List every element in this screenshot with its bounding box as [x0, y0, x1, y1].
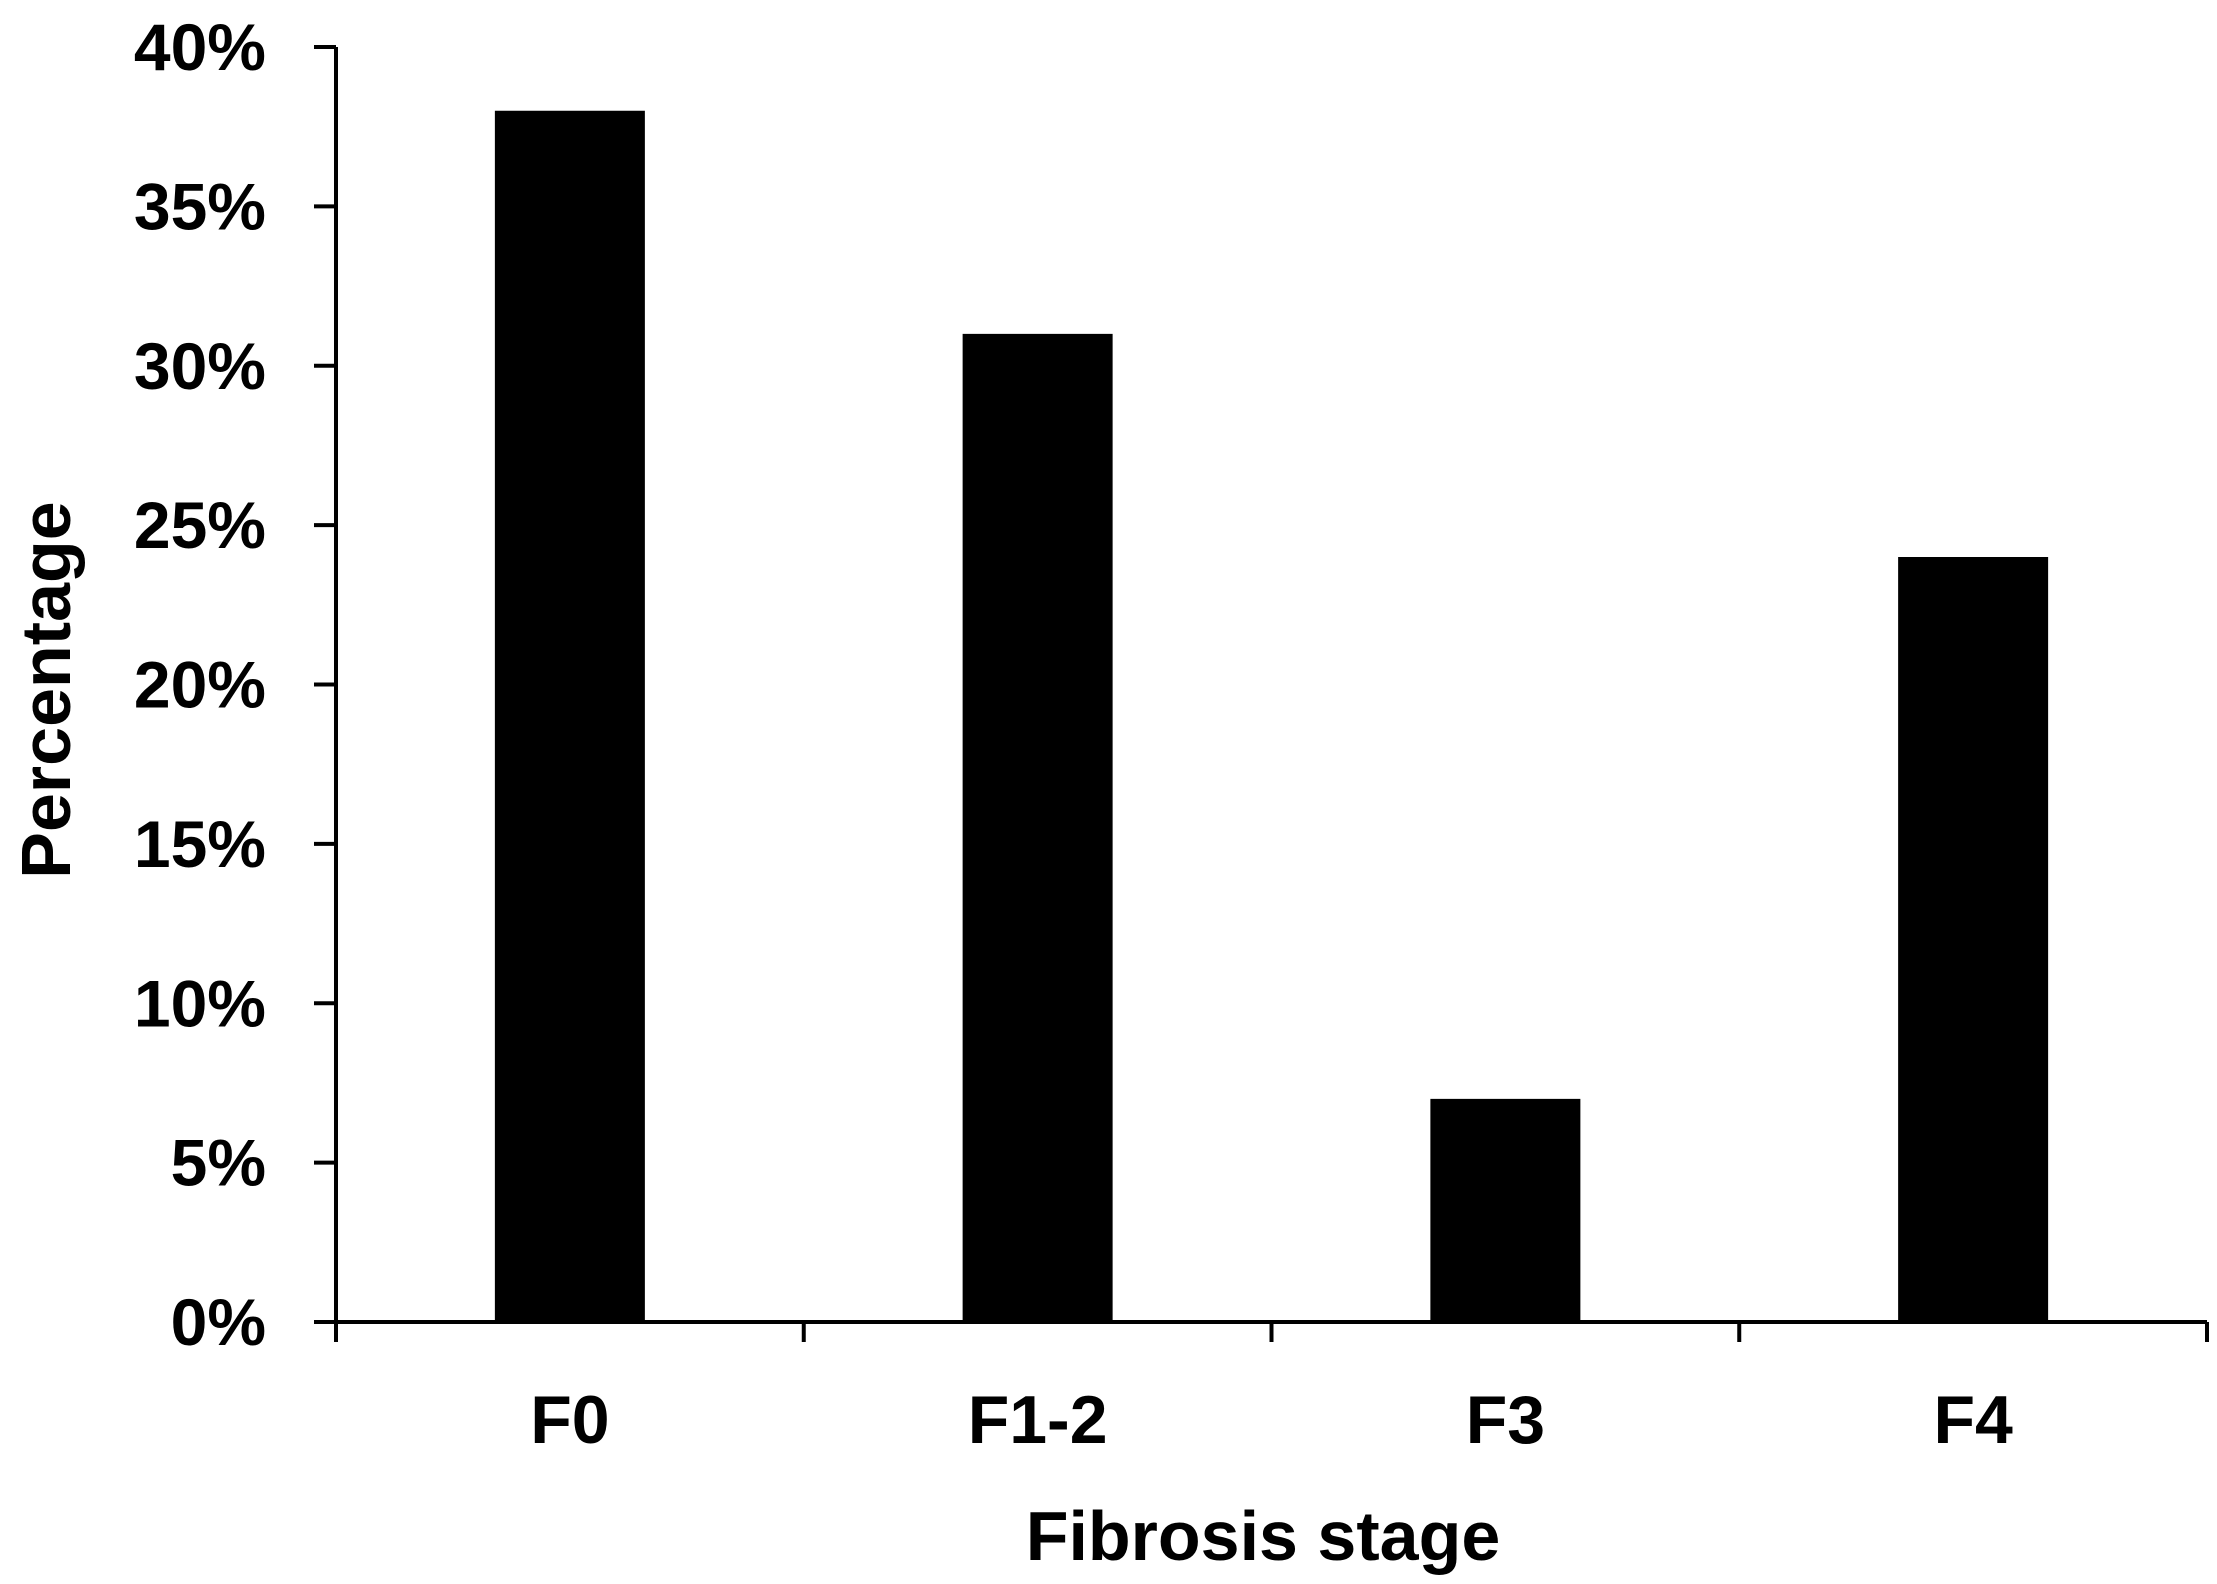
- x-category-label: F1-2: [968, 1382, 1108, 1458]
- y-tick-label: 10%: [134, 966, 266, 1040]
- y-tick-label: 5%: [171, 1126, 266, 1200]
- x-category-label: F4: [1933, 1382, 2013, 1458]
- bar-series: [494, 110, 2049, 1322]
- bar-f4: [1898, 557, 2049, 1322]
- x-category-label: F0: [530, 1382, 609, 1458]
- bar-f0: [494, 110, 645, 1322]
- y-axis-ticks: [314, 45, 336, 1324]
- y-axis-title: Percentage: [7, 501, 85, 878]
- y-tick-label: 30%: [134, 329, 266, 403]
- x-axis-ticks: [334, 1322, 2209, 1342]
- y-axis-tick-labels: 0% 5% 10% 15% 20% 25% 30% 35% 40%: [134, 10, 266, 1359]
- y-tick-label: 20%: [134, 648, 266, 722]
- x-category-label: F3: [1466, 1382, 1545, 1458]
- y-tick-label: 35%: [134, 169, 266, 243]
- y-tick-label: 25%: [134, 488, 266, 562]
- bar-f3: [1430, 1098, 1581, 1322]
- x-axis-title: Fibrosis stage: [1026, 1497, 1501, 1575]
- y-tick-label: 15%: [134, 807, 266, 881]
- y-tick-label: 40%: [134, 10, 266, 84]
- bar-f1-2: [962, 333, 1113, 1322]
- y-tick-label: 0%: [171, 1285, 266, 1359]
- x-axis-category-labels: F0 F1-2 F3 F4: [530, 1382, 2013, 1458]
